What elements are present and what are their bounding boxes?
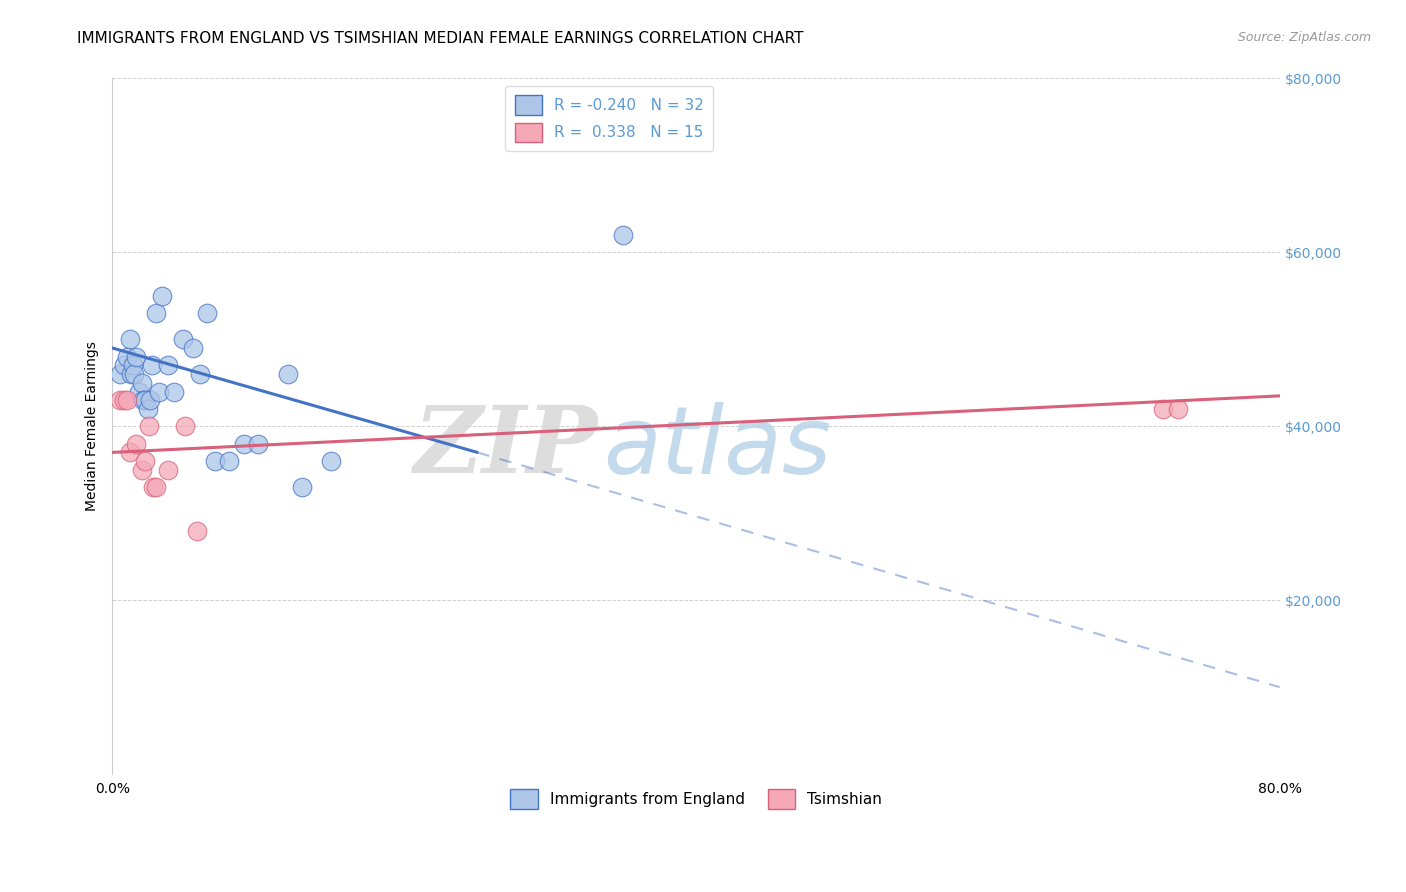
Point bbox=[131, 376, 153, 390]
Text: atlas: atlas bbox=[603, 401, 831, 492]
Point bbox=[1152, 401, 1174, 416]
Point bbox=[125, 350, 148, 364]
Point bbox=[115, 350, 138, 364]
Point bbox=[132, 393, 155, 408]
Point bbox=[134, 393, 156, 408]
Point bbox=[115, 393, 138, 408]
Point bbox=[186, 524, 208, 538]
Point bbox=[188, 367, 211, 381]
Point bbox=[181, 341, 204, 355]
Point bbox=[218, 454, 240, 468]
Point bbox=[195, 306, 218, 320]
Point bbox=[148, 384, 170, 399]
Point bbox=[118, 445, 141, 459]
Point bbox=[139, 393, 162, 408]
Point bbox=[232, 436, 254, 450]
Point bbox=[131, 463, 153, 477]
Point bbox=[156, 359, 179, 373]
Point bbox=[121, 367, 143, 381]
Point bbox=[1167, 401, 1189, 416]
Point bbox=[108, 367, 131, 381]
Point bbox=[136, 401, 159, 416]
Point bbox=[174, 419, 197, 434]
Point bbox=[150, 289, 173, 303]
Point bbox=[145, 306, 167, 320]
Point bbox=[141, 359, 163, 373]
Point bbox=[172, 332, 194, 346]
Point bbox=[112, 359, 135, 373]
Point bbox=[163, 384, 186, 399]
Point bbox=[291, 480, 314, 494]
Legend: Immigrants from England, Tsimshian: Immigrants from England, Tsimshian bbox=[503, 783, 889, 815]
Text: Source: ZipAtlas.com: Source: ZipAtlas.com bbox=[1237, 31, 1371, 45]
Point bbox=[108, 393, 131, 408]
Text: ZIP: ZIP bbox=[413, 402, 598, 492]
Point bbox=[125, 436, 148, 450]
Point bbox=[122, 359, 145, 373]
Point bbox=[134, 454, 156, 468]
Point bbox=[118, 332, 141, 346]
Point bbox=[112, 393, 135, 408]
Y-axis label: Median Female Earnings: Median Female Earnings bbox=[86, 342, 100, 511]
Point bbox=[138, 419, 160, 434]
Point bbox=[156, 463, 179, 477]
Point bbox=[612, 227, 634, 242]
Point bbox=[128, 384, 150, 399]
Point bbox=[204, 454, 226, 468]
Text: IMMIGRANTS FROM ENGLAND VS TSIMSHIAN MEDIAN FEMALE EARNINGS CORRELATION CHART: IMMIGRANTS FROM ENGLAND VS TSIMSHIAN MED… bbox=[77, 31, 804, 46]
Point bbox=[124, 367, 146, 381]
Point bbox=[145, 480, 167, 494]
Point bbox=[247, 436, 270, 450]
Point bbox=[142, 480, 165, 494]
Point bbox=[277, 367, 299, 381]
Point bbox=[321, 454, 343, 468]
